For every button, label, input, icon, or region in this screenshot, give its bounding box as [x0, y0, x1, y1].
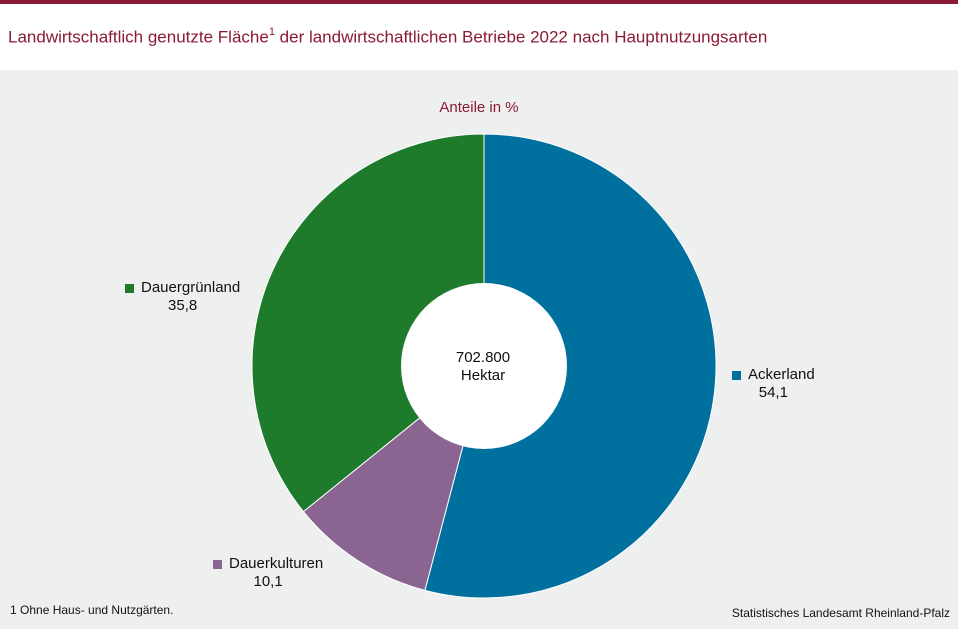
legend-swatch-dauergruenland [125, 283, 134, 293]
slice-label-dauerkulturen: Dauerkulturen 10,1 [213, 555, 323, 591]
title-text: Landwirtschaftlich genutzte Fläche [8, 27, 269, 47]
slice-name: Dauergrünland [141, 279, 241, 296]
title-text-rest: der landwirtschaftlichen Betriebe 2022 n… [274, 27, 768, 47]
slice-ackerland [424, 133, 717, 599]
slice-name: Ackerland [748, 366, 815, 383]
slice-value: 10,1 [253, 573, 283, 590]
slice-value: 54,1 [758, 384, 788, 401]
slice-dauergruenland [251, 133, 485, 513]
total-area-unit: Hektar [460, 367, 506, 384]
donut-hole [401, 283, 567, 449]
chart-title: Landwirtschaftlich genutzte Fläche1 der … [8, 26, 768, 48]
top-rule [0, 0, 958, 4]
title-footnote-mark: 1 [268, 26, 275, 38]
legend-swatch-ackerland [732, 370, 741, 380]
chart-subtitle: Anteile in % [439, 99, 519, 116]
source-credit: Statistisches Landesamt Rheinland-Pfalz [731, 606, 950, 620]
slice-name: Dauerkulturen [229, 555, 324, 572]
donut-center-label: 702.800 Hektar [433, 349, 533, 385]
slice-label-ackerland: Ackerland 54,1 [732, 366, 815, 402]
total-area-value: 702.800 [455, 349, 511, 366]
footnote: 1 Ohne Haus- und Nutzgärten. [10, 603, 174, 617]
slice-label-dauergruenland: Dauergrünland 35,8 [125, 279, 240, 315]
legend-swatch-dauerkulturen [213, 559, 222, 569]
slice-value: 35,8 [168, 297, 198, 314]
title-bar [0, 4, 958, 70]
